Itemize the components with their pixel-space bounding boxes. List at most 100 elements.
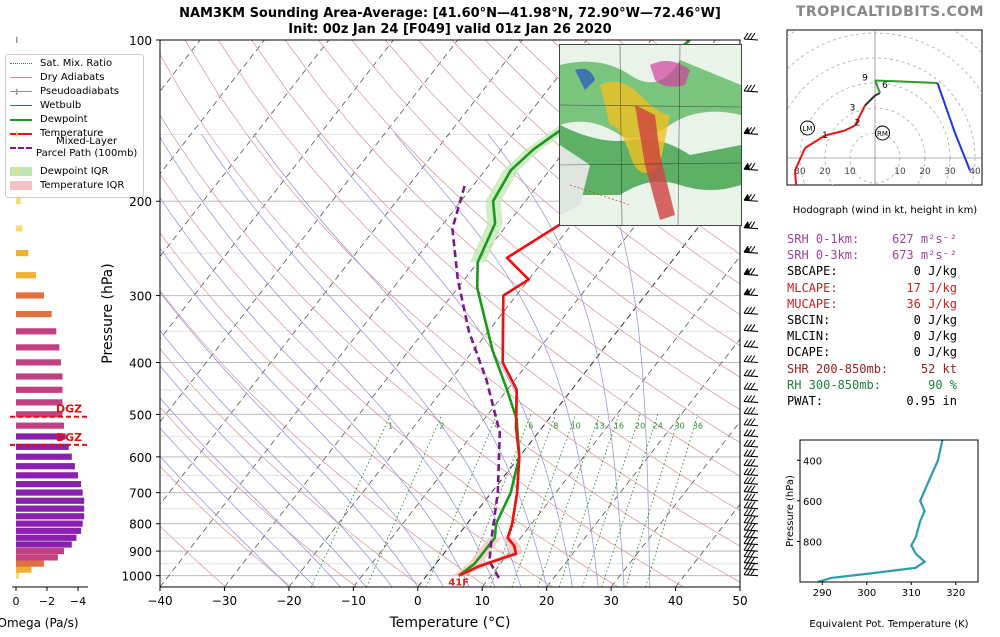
omega-axis-label: Omega (Pa/s) [0, 616, 79, 630]
wind-barb [743, 395, 759, 404]
omega-bar [16, 527, 82, 534]
mixing-ratio-label: 13 [594, 421, 604, 430]
legend-label: Dry Adiabats [40, 72, 105, 83]
omega-bar [16, 547, 65, 555]
wind-barb [743, 509, 759, 517]
wind-barb [743, 550, 759, 559]
hodograph-height-label: 9 [862, 74, 868, 84]
isotherm [0, 40, 7, 587]
dry-adiabat [351, 40, 740, 378]
x-tick-label: −30 [212, 594, 237, 608]
omega-bar [16, 328, 57, 335]
isotherm [417, 173, 740, 587]
hodograph-segment [844, 124, 856, 132]
wind-barb [743, 449, 759, 458]
wind-barb [743, 382, 759, 391]
stat-value: 673 m²s⁻² [891, 248, 957, 263]
isotherm [160, 40, 523, 506]
omega-bar [16, 292, 44, 299]
pseudoadiabat [160, 136, 496, 587]
isotherm [224, 40, 652, 587]
hodograph-frame [786, 29, 983, 186]
theta-e-line [817, 439, 944, 584]
pseudoadiabat [160, 291, 419, 587]
hodograph-segment [794, 147, 806, 171]
mixing-ratio-label: 2 [439, 421, 444, 430]
x-tick-label: 20 [539, 594, 554, 608]
wind-barb [743, 537, 759, 546]
series-mixed-layer-parcel-path-100mb [451, 182, 502, 579]
omega-bar [16, 272, 37, 279]
legend-label: Sat. Mix. Ratio [40, 58, 113, 69]
dry-adiabat [317, 40, 740, 411]
isotherm [353, 90, 740, 587]
dry-adiabat [217, 40, 740, 512]
mixing-ratio-label: 20 [635, 421, 645, 430]
pseudoadiabat [160, 397, 341, 587]
dry-adiabat [160, 290, 488, 587]
isotherm [0, 40, 71, 587]
stat-value: 0 J/kg [913, 313, 957, 327]
mixing-ratio-line [310, 414, 392, 587]
dgz-label: DGZ [56, 431, 82, 444]
y-tick-label: 700 [129, 487, 152, 501]
pseudoadiabat [584, 134, 651, 587]
x-axis-label: Temperature (°C) [389, 615, 511, 631]
stat-label: PWAT: [787, 394, 824, 408]
omega-bar [16, 36, 18, 43]
legend-item: Sat. Mix. Ratio [10, 58, 140, 70]
theta-e-x-tick-label: 300 [857, 588, 876, 599]
wind-barb [743, 429, 759, 438]
legend-swatch [10, 167, 32, 176]
legend-swatch [10, 133, 32, 135]
dgz-label: DGZ [56, 403, 82, 416]
x-tick-label: 0 [414, 594, 422, 608]
pseudoadiabat [316, 134, 573, 587]
stat-row: SBCAPE: 0 J/kg [787, 264, 957, 280]
theta-e-y-tick-label: 800 [803, 537, 822, 548]
stat-value: 0 J/kg [913, 329, 957, 344]
hodograph-tick-label: 40 [969, 167, 981, 177]
stat-label: RH 300-850mb: [787, 377, 881, 392]
omega-bar [16, 131, 18, 138]
omega-bar [16, 198, 21, 205]
omega-bar [16, 560, 44, 567]
x-tick-label: 30 [603, 594, 618, 608]
dry-adiabat [160, 348, 423, 587]
omega-bar [16, 443, 69, 450]
dry-adiabat [160, 114, 684, 587]
hodograph: 1 2 3 6 9 LM RM 30 20 10 10 20 30 40 Hodograph (wind i… [786, 29, 983, 216]
wind-barb [743, 439, 759, 448]
theta-e-frame [799, 439, 979, 583]
omega-tick-label: −4 [70, 595, 86, 608]
stat-row: DCAPE: 0 J/kg [787, 345, 957, 361]
stat-row: MUCAPE: 36 J/kg [787, 297, 957, 313]
omega-bar [16, 505, 85, 512]
wind-barb [743, 369, 759, 378]
skewt-frame [159, 39, 741, 588]
stat-label: MUCAPE: [787, 296, 838, 311]
x-tick-label: −20 [276, 594, 301, 608]
hodograph-height-label: 6 [882, 81, 888, 91]
wind-barb [743, 268, 759, 276]
dry-adiabat [284, 40, 740, 444]
omega-bar [16, 373, 63, 380]
hodograph-segment [794, 170, 798, 185]
pseudoadiabat [394, 134, 599, 587]
stat-value: 0.95 in [906, 394, 957, 408]
isotherm [160, 40, 394, 340]
hodograph-tick-label: 30 [944, 167, 956, 177]
stat-row: SBCIN: 0 J/kg [787, 313, 957, 329]
pseudoadiabat [160, 196, 470, 587]
stat-row: MLCIN: 0 J/kg [787, 329, 957, 345]
hodograph-segment [874, 92, 881, 97]
legend-item: Pseudoadiabats [10, 86, 140, 98]
y-tick-label: 600 [129, 451, 152, 465]
x-tick-label: 40 [668, 594, 683, 608]
hodograph-segment [854, 115, 861, 126]
omega-bar [16, 433, 66, 440]
dry-adiabat [251, 40, 740, 477]
mixing-ratio-label: 30 [675, 421, 685, 430]
chart-title-line-1: NAM3KM Sounding Area-Average: [41.60°N—4… [179, 6, 721, 21]
wind-barb [743, 245, 759, 254]
